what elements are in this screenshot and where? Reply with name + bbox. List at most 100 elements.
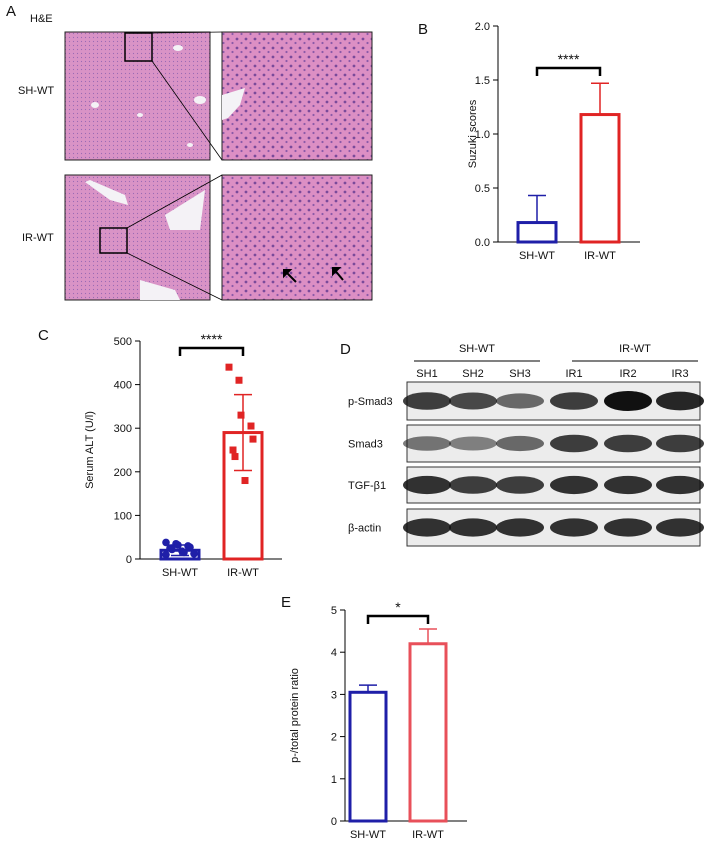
lane-label: IR3 xyxy=(671,368,688,380)
significance-bracket xyxy=(366,614,430,624)
panel-d: D SH-WT IR-WT SH1 SH2 SH3 IR1 IR2 IR3 p-Smad3 Sma… xyxy=(340,341,704,547)
band xyxy=(449,518,497,537)
band xyxy=(550,475,598,495)
data-point xyxy=(249,435,257,443)
band xyxy=(403,436,451,451)
band xyxy=(550,434,598,453)
y-tick-label: 0 xyxy=(126,554,132,566)
lane-label: SH3 xyxy=(509,368,530,380)
significance-label: **** xyxy=(558,51,580,67)
lane-label: SH2 xyxy=(462,368,483,380)
data-point xyxy=(168,545,176,554)
band xyxy=(604,434,652,453)
histology-image xyxy=(64,174,211,301)
row-label: IR-WT xyxy=(22,232,54,244)
data-point xyxy=(225,363,233,371)
significance-label: * xyxy=(395,599,401,615)
data-point xyxy=(241,477,249,485)
y-axis-label: p-/total protein ratio xyxy=(289,668,301,763)
histology-zoom xyxy=(221,31,373,161)
arrows xyxy=(283,267,344,283)
bar xyxy=(348,690,388,823)
panel-letter: A xyxy=(6,3,16,20)
error-bar xyxy=(591,82,609,115)
band xyxy=(403,475,451,495)
lane-label: SH1 xyxy=(416,368,437,380)
y-tick-label: 2.0 xyxy=(475,21,490,33)
x-tick-label: SH-WT xyxy=(519,250,555,262)
y-tick-label: 200 xyxy=(114,467,132,479)
bar-chart: E 0 1 2 3 4 5 p-/total protein ratio SH-WT IR-WT * xyxy=(281,594,467,841)
y-tick-label: 0 xyxy=(331,816,337,828)
band xyxy=(496,518,544,537)
protein-label: TGF-β1 xyxy=(348,480,386,492)
x-tick-label: IR-WT xyxy=(584,250,616,262)
band xyxy=(449,436,497,451)
x-tick-label: SH-WT xyxy=(162,567,198,579)
band xyxy=(449,392,497,410)
y-axis-label: Suzuki scores xyxy=(467,99,479,168)
panel-letter: C xyxy=(38,327,49,344)
y-tick-label: 1.5 xyxy=(475,75,490,87)
y-tick-label: 400 xyxy=(114,380,132,392)
group-label: SH-WT xyxy=(459,343,495,355)
y-tick-label: 300 xyxy=(114,423,132,435)
y-tick-label: 1 xyxy=(331,774,337,786)
x-tick-label: IR-WT xyxy=(227,567,259,579)
data-point xyxy=(162,550,170,559)
y-tick-label: 0.0 xyxy=(475,237,490,249)
zoom-box xyxy=(124,32,153,62)
bar-chart: C 0 100 200 300 400 500 Serum ALT (U/l) SH-WT IR-… xyxy=(38,327,282,579)
error-bar xyxy=(419,628,437,644)
y-tick-label: 1.0 xyxy=(475,129,490,141)
protein-label: Smad3 xyxy=(348,439,383,451)
significance-label: **** xyxy=(201,331,223,347)
lane-label: IR1 xyxy=(565,368,582,380)
band xyxy=(550,392,598,410)
panel-a: A H&E SH-WT IR-WT xyxy=(6,3,373,301)
band xyxy=(656,475,704,495)
error-bar xyxy=(234,393,252,472)
band xyxy=(604,475,652,495)
data-point xyxy=(231,453,239,461)
band xyxy=(496,393,544,409)
histology-zoom xyxy=(221,174,373,301)
y-tick-label: 5 xyxy=(331,605,337,617)
band xyxy=(403,392,451,410)
band xyxy=(656,518,704,537)
y-tick-label: 2 xyxy=(331,732,337,744)
error-bar xyxy=(359,684,377,693)
band xyxy=(496,435,544,452)
data-point xyxy=(247,422,255,430)
band xyxy=(604,518,652,537)
zoom-box xyxy=(99,227,128,254)
bar xyxy=(579,113,621,244)
vessels xyxy=(85,45,245,300)
data-point xyxy=(235,376,243,384)
y-tick-label: 500 xyxy=(114,336,132,348)
protein-label: p-Smad3 xyxy=(348,396,393,408)
data-point xyxy=(174,541,182,549)
y-tick-label: 4 xyxy=(331,647,337,659)
band xyxy=(656,391,704,411)
band xyxy=(403,518,451,537)
band xyxy=(550,518,598,537)
band xyxy=(604,391,652,411)
significance-bracket xyxy=(178,346,245,356)
protein-label: β-actin xyxy=(348,523,381,535)
lane-label: IR2 xyxy=(619,368,636,380)
y-axis-label: Serum ALT (U/l) xyxy=(84,411,96,489)
data-point xyxy=(180,548,188,557)
bar-chart: B 0.0 0.5 1.0 1.5 2.0 Suzuki scores SH-WT IR-WT *… xyxy=(418,21,640,262)
bar xyxy=(408,642,448,823)
significance-bracket xyxy=(535,66,602,76)
data-point xyxy=(237,411,245,419)
band xyxy=(656,434,704,453)
x-tick-label: SH-WT xyxy=(350,829,386,841)
y-tick-label: 0.5 xyxy=(475,183,490,195)
error-bar xyxy=(528,194,546,223)
data-point xyxy=(190,549,198,558)
x-tick-label: IR-WT xyxy=(412,829,444,841)
band xyxy=(496,476,544,494)
